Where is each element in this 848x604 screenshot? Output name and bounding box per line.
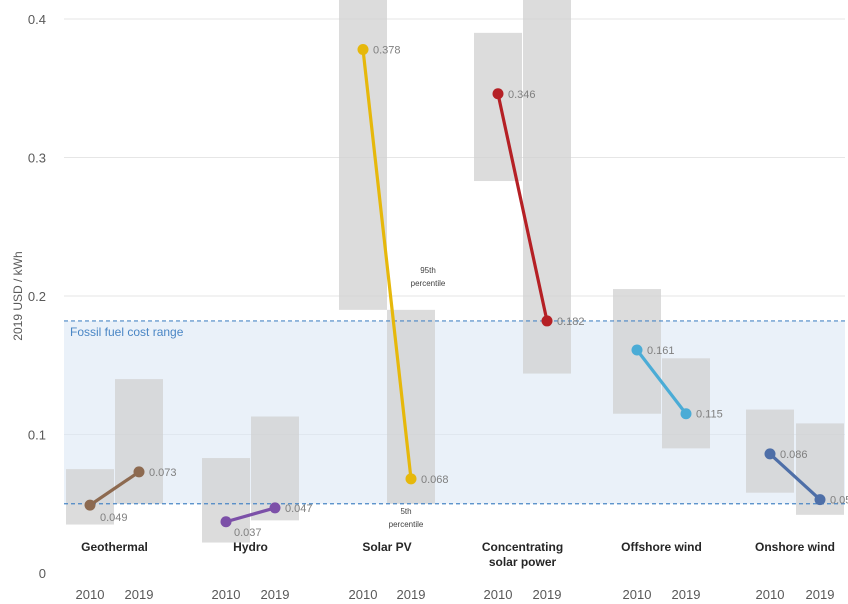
x-tick-label: 2010	[349, 587, 378, 602]
data-point	[84, 499, 96, 511]
data-label: 0.086	[780, 449, 808, 461]
x-tick-label: 2019	[261, 587, 290, 602]
data-label: 0.047	[285, 503, 313, 515]
series-line	[768, 452, 822, 502]
category-label: solar power	[489, 555, 557, 569]
fossil-fuel-range-band	[64, 320, 845, 504]
series-line	[361, 47, 413, 481]
data-point	[405, 473, 417, 485]
x-tick-label: 2019	[125, 587, 154, 602]
percentile-95-label: 95th	[420, 266, 436, 275]
series-lines	[84, 43, 826, 528]
category-label: Geothermal	[81, 540, 148, 554]
data-label: 0.073	[149, 467, 177, 479]
percentile-bar	[474, 32, 522, 182]
percentile-bar	[66, 469, 114, 525]
data-label: 0.378	[373, 44, 401, 56]
percentile-95-label: percentile	[411, 279, 446, 288]
category-label: Concentrating	[482, 540, 563, 554]
category-label: Offshore wind	[621, 540, 702, 554]
category-label: Hydro	[233, 540, 268, 554]
percentile-bar	[523, 0, 571, 374]
y-tick-label: 0.4	[28, 12, 46, 27]
series-line	[635, 348, 688, 416]
data-label: 0.182	[557, 316, 585, 328]
data-label: 0.161	[647, 345, 675, 357]
data-label: 0.068	[421, 474, 449, 486]
data-label: 0.346	[508, 89, 536, 101]
fossil-fuel-range-label: Fossil fuel cost range	[70, 325, 184, 339]
series-line	[88, 470, 141, 507]
data-label: 0.053	[830, 495, 848, 507]
fossil-fuel-band	[64, 320, 845, 504]
x-tick-label: 2010	[756, 587, 785, 602]
data-label: 0.037	[234, 527, 262, 539]
data-point	[357, 43, 369, 55]
x-tick-label: 2019	[806, 587, 835, 602]
data-point	[269, 502, 281, 514]
y-tick-label: 0.1	[28, 428, 46, 443]
percentile-bar	[202, 458, 250, 543]
x-tick-label: 2019	[533, 587, 562, 602]
data-point	[680, 408, 692, 420]
data-point	[814, 494, 826, 506]
data-point	[133, 466, 145, 478]
percentile-5-label: percentile	[389, 520, 424, 529]
x-tick-label: 2019	[672, 587, 701, 602]
y-tick-label: 0	[39, 566, 46, 581]
percentile-bar	[662, 358, 710, 449]
y-tick-label: 0.2	[28, 289, 46, 304]
x-tick-label: 2019	[397, 587, 426, 602]
x-tick-label: 2010	[623, 587, 652, 602]
x-tick-label: 2010	[212, 587, 241, 602]
data-point	[631, 344, 643, 356]
series-line	[224, 506, 277, 524]
data-point	[492, 88, 504, 100]
x-tick-label: 2010	[76, 587, 105, 602]
chart-text: 0 0.1 0.2 0.3 0.4 2019 USD / kWh Fossil fuel c…	[11, 12, 848, 602]
x-tick-label: 2010	[484, 587, 513, 602]
y-axis-label: 2019 USD / kWh	[11, 251, 25, 340]
data-label: 0.115	[696, 409, 723, 421]
category-label: Solar PV	[362, 540, 411, 554]
y-tick-label: 0.3	[28, 151, 46, 166]
percentile-5-label: 5th	[400, 507, 411, 516]
series-line	[496, 92, 549, 323]
data-point	[541, 315, 553, 327]
data-point	[220, 516, 232, 528]
data-point	[764, 448, 776, 460]
data-label: 0.049	[100, 512, 128, 524]
category-label: Onshore wind	[755, 540, 835, 554]
